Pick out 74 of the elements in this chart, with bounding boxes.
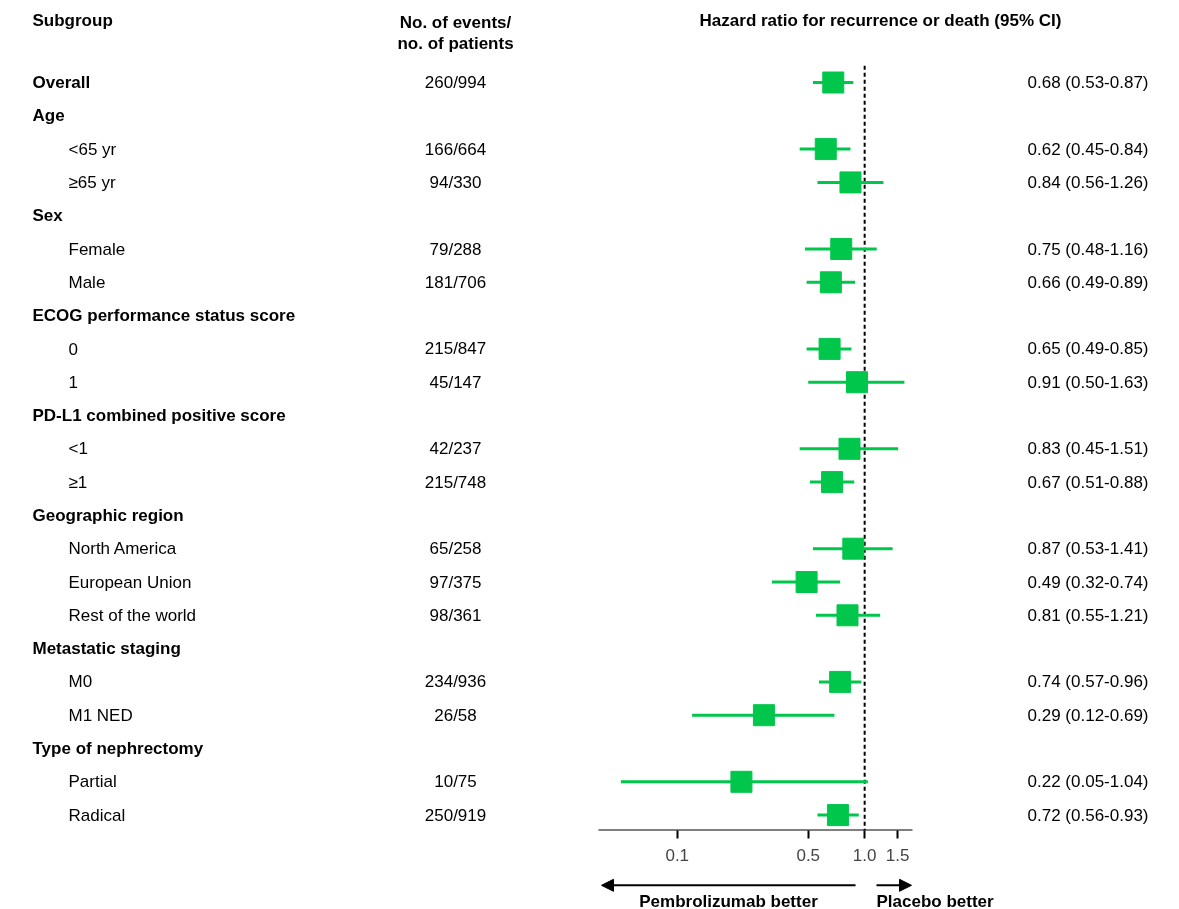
category-label: Male <box>68 272 106 292</box>
data-label: 0.83 (0.45-1.51) <box>1027 439 1149 459</box>
data-label: 0.67 (0.51-0.88) <box>1027 472 1149 492</box>
y2-tick-label: 26/58 <box>434 705 477 725</box>
category-label: ≥1 <box>68 472 88 492</box>
category-label: Rest of the world <box>68 605 197 625</box>
category-label: Radical <box>68 805 126 825</box>
data-label: 0.87 (0.53-1.41) <box>1027 539 1149 559</box>
data-label: 0.84 (0.56-1.26) <box>1027 172 1149 192</box>
category-label: Geographic region <box>32 505 184 525</box>
data-label: 0.74 (0.57-0.96) <box>1027 672 1149 692</box>
category-label: Metastatic staging <box>32 639 181 659</box>
data-label: 0.62 (0.45-0.84) <box>1027 139 1149 159</box>
category-label: North America <box>68 539 177 559</box>
point <box>814 138 837 161</box>
y2-tick-label: 97/375 <box>429 572 482 592</box>
data-label: 0.91 (0.50-1.63) <box>1027 372 1149 392</box>
y2-tick-label: 181/706 <box>424 272 487 292</box>
y2-tick-label: 98/361 <box>429 605 482 625</box>
point <box>818 337 841 360</box>
data-label: 0.81 (0.55-1.21) <box>1027 605 1149 625</box>
x-tick-label: 1.5 <box>885 845 910 865</box>
x-tick-label: 0.5 <box>796 845 821 865</box>
category-label: Partial <box>68 772 117 792</box>
y2-tick-label: 250/919 <box>424 805 487 825</box>
data-label: 0.66 (0.49-0.89) <box>1027 272 1149 292</box>
text: Subgroup <box>32 11 113 30</box>
category-label: European Union <box>68 572 192 592</box>
y2-tick-label: 166/664 <box>424 139 487 159</box>
category-label: <1 <box>68 439 88 459</box>
category-label: PD-L1 combined positive score <box>32 406 286 425</box>
x-tick-label: 0.1 <box>665 845 690 865</box>
point <box>836 604 859 627</box>
y2-tick-label: 215/847 <box>424 339 487 359</box>
point <box>819 271 842 294</box>
y2-tick-label: 79/288 <box>429 239 482 259</box>
category-label: ≥65 yr <box>68 172 116 192</box>
point <box>829 670 852 693</box>
y2-tick-label: 215/748 <box>424 472 487 492</box>
chart-title: Hazard ratio for recurrence or death (95% CI) <box>699 11 1062 30</box>
data-label: 0.22 (0.05-1.04) <box>1027 772 1149 792</box>
y2-tick-label: 65/258 <box>429 539 482 559</box>
point <box>826 804 849 827</box>
y2-tick-label: 94/330 <box>429 172 482 192</box>
category-label: 0 <box>68 339 78 359</box>
y2-tick-label: 260/994 <box>424 73 487 92</box>
y2-tick-label: 42/237 <box>429 439 482 459</box>
data-label: 0.29 (0.12-0.69) <box>1027 705 1149 725</box>
data-label: 0.75 (0.48-1.16) <box>1027 239 1149 259</box>
category-label: <65 yr <box>68 139 117 159</box>
data-label: 0.49 (0.32-0.74) <box>1027 572 1149 592</box>
data-label: 0.68 (0.53-0.87) <box>1027 73 1149 92</box>
y2-tick-label: 10/75 <box>434 772 477 792</box>
category-label: 1 <box>68 373 78 393</box>
category-label: Sex <box>32 206 63 226</box>
category-label: Age <box>32 106 65 126</box>
point <box>822 71 845 94</box>
y2-tick-label: 234/936 <box>424 672 487 692</box>
category-label: Type of nephrectomy <box>32 739 204 758</box>
text: Placebo better <box>876 892 995 909</box>
y2-tick-label: 45/147 <box>429 372 482 392</box>
text: Pembrolizumab better <box>639 892 819 909</box>
category-label: M0 <box>68 672 93 692</box>
data-label: 0.72 (0.56-0.93) <box>1027 805 1149 825</box>
category-label: M1 NED <box>68 705 133 725</box>
point <box>795 571 818 593</box>
text: No. of events/ no. of patients <box>397 12 514 54</box>
x-tick-label: 1.0 <box>852 845 877 865</box>
data-label: 0.65 (0.49-0.85) <box>1027 339 1149 359</box>
category-label: ECOG performance status score <box>32 306 296 326</box>
point <box>821 471 844 494</box>
category-label: Overall <box>32 73 91 92</box>
category-label: Female <box>68 239 126 259</box>
point <box>830 238 853 260</box>
